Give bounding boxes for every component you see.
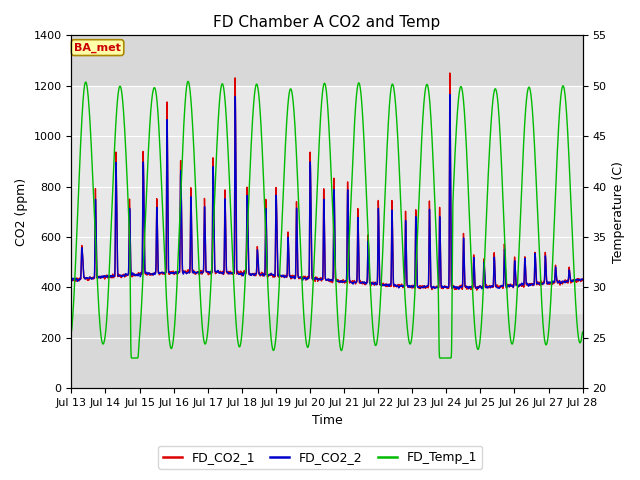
Y-axis label: Temperature (C): Temperature (C) <box>612 161 625 263</box>
X-axis label: Time: Time <box>312 414 342 427</box>
Title: FD Chamber A CO2 and Temp: FD Chamber A CO2 and Temp <box>213 15 440 30</box>
Y-axis label: CO2 (ppm): CO2 (ppm) <box>15 178 28 246</box>
Bar <box>72 86 582 312</box>
Text: BA_met: BA_met <box>74 42 121 53</box>
Legend: FD_CO2_1, FD_CO2_2, FD_Temp_1: FD_CO2_1, FD_CO2_2, FD_Temp_1 <box>158 446 482 469</box>
